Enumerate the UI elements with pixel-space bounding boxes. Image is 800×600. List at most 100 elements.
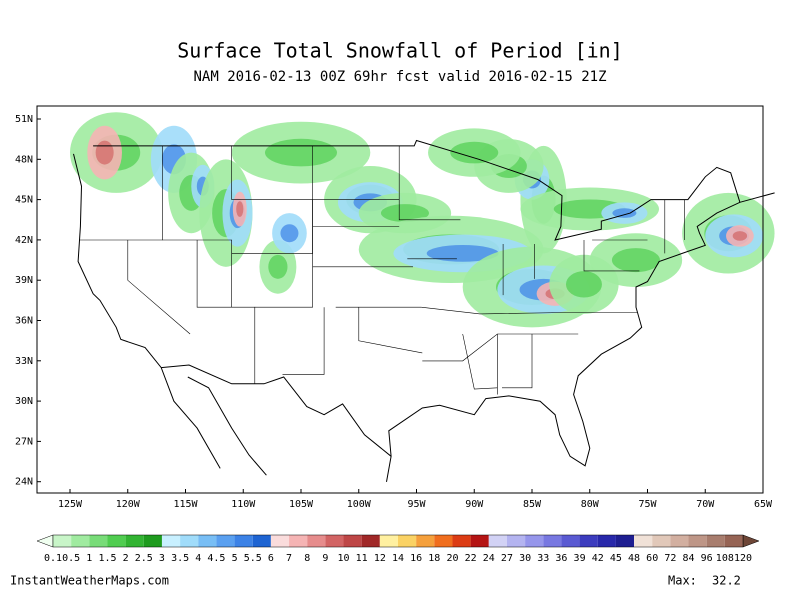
colorbar-label: 45 bbox=[610, 553, 622, 564]
colorbar-swatch bbox=[379, 535, 398, 547]
colorbar-swatch bbox=[289, 535, 308, 547]
map-frame bbox=[36, 105, 764, 494]
colorbar-label: 3 bbox=[159, 553, 165, 564]
colorbar-label: 48 bbox=[628, 553, 640, 564]
lat-label: 27N bbox=[15, 436, 33, 447]
colorbar-swatch bbox=[361, 535, 380, 547]
max-label: Max: bbox=[668, 574, 697, 588]
colorbar-swatch bbox=[452, 535, 471, 547]
colorbar-label: 11 bbox=[356, 553, 368, 564]
colorbar-label: 10 bbox=[338, 553, 350, 564]
state-line bbox=[282, 307, 325, 375]
lon-label: 70W bbox=[696, 499, 715, 510]
colorbar-label: 0.1 bbox=[44, 553, 62, 564]
colorbar-label: 24 bbox=[483, 553, 495, 564]
colorbar-label: 1 bbox=[86, 553, 92, 564]
colorbar-swatch bbox=[706, 535, 725, 547]
colorbar-swatch bbox=[561, 535, 580, 547]
colorbar-swatch bbox=[198, 535, 217, 547]
colorbar-label: 18 bbox=[428, 553, 440, 564]
snow-core bbox=[732, 231, 748, 241]
lon-label: 95W bbox=[407, 499, 426, 510]
coastline bbox=[386, 192, 775, 482]
colorbar-swatch bbox=[688, 535, 707, 547]
colorbar-label: 7 bbox=[286, 553, 292, 564]
colorbar-label: 36 bbox=[555, 553, 567, 564]
max-value: 32.2 bbox=[712, 574, 741, 588]
subtitle: NAM 2016-02-13 00Z 69hr fcst valid 2016-… bbox=[193, 69, 606, 85]
colorbar-swatch bbox=[125, 535, 144, 547]
colorbar-label: 27 bbox=[501, 553, 513, 564]
lon-label: 115W bbox=[173, 499, 198, 510]
colorbar-label: 9 bbox=[322, 553, 328, 564]
state-line bbox=[196, 240, 256, 384]
colorbar: 0.1 0.5 1 1.5 2 2.5 3 3.5 4 4.5 5 5.5 6 7 8 9 10 11 12 14 16… bbox=[36, 534, 760, 564]
colorbar-swatch bbox=[71, 535, 90, 547]
snow-core bbox=[280, 224, 299, 243]
snow-core bbox=[380, 204, 429, 223]
coastline bbox=[93, 139, 741, 241]
site-credit: InstantWeatherMaps.com bbox=[10, 574, 169, 588]
colorbar-swatch bbox=[180, 535, 199, 547]
lat-label: 30N bbox=[15, 396, 33, 407]
lat-label: 42N bbox=[15, 235, 33, 246]
lat-label: 39N bbox=[15, 275, 33, 286]
map bbox=[70, 112, 775, 482]
colorbar-swatch bbox=[434, 535, 453, 547]
coastline bbox=[73, 153, 221, 469]
colorbar-swatch bbox=[307, 535, 326, 547]
colorbar-label: 96 bbox=[701, 553, 713, 564]
lon-label: 100W bbox=[347, 499, 372, 510]
colorbar-swatch bbox=[53, 535, 72, 547]
colorbar-label: 42 bbox=[592, 553, 604, 564]
snow-core bbox=[268, 254, 288, 279]
colorbar-swatch bbox=[470, 535, 489, 547]
lat-label: 45N bbox=[15, 195, 33, 206]
colorbar-label: 14 bbox=[392, 553, 404, 564]
colorbar-swatch bbox=[398, 535, 417, 547]
lon-label: 120W bbox=[116, 499, 141, 510]
colorbar-label: 5 bbox=[232, 553, 238, 564]
snow-core bbox=[236, 201, 244, 217]
lat-label: 36N bbox=[15, 316, 33, 327]
colorbar-swatch bbox=[597, 535, 616, 547]
colorbar-label: 84 bbox=[683, 553, 695, 564]
colorbar-swatch bbox=[161, 535, 181, 547]
colorbar-label: 39 bbox=[574, 553, 586, 564]
colorbar-swatch bbox=[252, 535, 271, 547]
lon-label: 65W bbox=[754, 499, 773, 510]
colorbar-label: 12 bbox=[374, 553, 386, 564]
colorbar-swatch bbox=[525, 535, 544, 547]
colorbar-label: 72 bbox=[664, 553, 676, 564]
lon-label: 90W bbox=[465, 499, 484, 510]
colorbar-label: 60 bbox=[646, 553, 658, 564]
state-line bbox=[462, 333, 498, 390]
lat-label: 33N bbox=[15, 356, 33, 367]
title: Surface Total Snowfall of Period [in] bbox=[177, 39, 623, 63]
lon-label: 105W bbox=[289, 499, 314, 510]
colorbar-swatch bbox=[343, 535, 362, 547]
snow-core bbox=[612, 208, 637, 218]
lat-label: 48N bbox=[15, 154, 33, 165]
colorbar-label: 33 bbox=[537, 553, 549, 564]
snow-core bbox=[426, 245, 499, 262]
colorbar-frame bbox=[52, 534, 744, 548]
colorbar-label: 22 bbox=[465, 553, 477, 564]
colorbar-swatch bbox=[234, 535, 253, 547]
colorbar-label: 30 bbox=[519, 553, 531, 564]
state-line bbox=[583, 240, 640, 272]
coastline bbox=[187, 376, 267, 476]
colorbar-swatch bbox=[579, 535, 598, 547]
state-line bbox=[502, 334, 533, 389]
snow-core bbox=[95, 140, 114, 165]
colorbar-swatch bbox=[325, 535, 344, 547]
coastline bbox=[161, 364, 392, 457]
colorbar-swatch bbox=[488, 535, 507, 547]
colorbar-label: 16 bbox=[410, 553, 422, 564]
colorbar-swatch bbox=[543, 535, 562, 547]
lat-label: 51N bbox=[15, 114, 33, 125]
colorbar-label: 5.5 bbox=[244, 553, 262, 564]
colorbar-label: 2 bbox=[123, 553, 129, 564]
snow-core bbox=[611, 248, 660, 273]
